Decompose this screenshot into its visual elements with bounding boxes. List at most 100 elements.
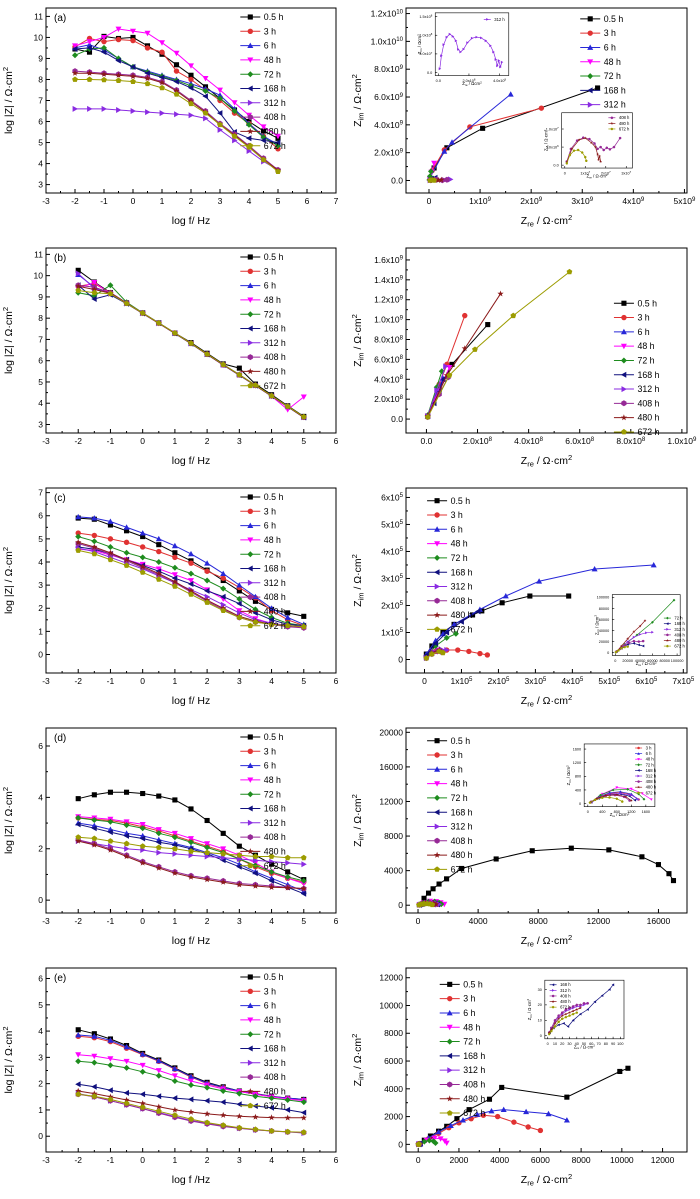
svg-text:12000: 12000: [651, 1155, 675, 1165]
panel-e-bode-plot: -3 -2 -1 0 1 2 3 4 5 6 0 1 2 3 4 5 6 log f /Hz log |Z| / Ω…: [0, 960, 350, 1199]
svg-text:1.4x109: 1.4x109: [374, 275, 404, 285]
svg-text:1x105: 1x105: [451, 676, 473, 686]
svg-text:0.5 h: 0.5 h: [264, 732, 284, 742]
svg-text:672 h: 672 h: [463, 1108, 485, 1118]
svg-text:0: 0: [38, 649, 43, 659]
svg-text:312 h: 312 h: [604, 100, 626, 110]
panel-c-bode-plot: -3 -2 -1 0 1 2 3 4 5 6 0 1 2 3 4 5 6 7 log f/ Hz log |Z| / …: [0, 480, 350, 720]
svg-text:10000: 10000: [610, 1155, 634, 1165]
svg-text:50: 50: [582, 1042, 586, 1046]
svg-text:0.5 h: 0.5 h: [451, 736, 471, 746]
svg-text:11: 11: [34, 249, 43, 259]
svg-text:6 h: 6 h: [604, 43, 616, 53]
svg-text:408 h: 408 h: [264, 352, 286, 362]
svg-text:4.0x108: 4.0x108: [514, 436, 544, 446]
svg-text:312 h: 312 h: [264, 578, 286, 588]
svg-text:312 h: 312 h: [264, 338, 286, 348]
svg-text:log |Z| / Ω·cm2: log |Z| / Ω·cm2: [1, 787, 15, 854]
svg-text:72 h: 72 h: [264, 309, 281, 319]
svg-text:2: 2: [38, 603, 43, 613]
svg-text:2000: 2000: [384, 1112, 403, 1122]
svg-text:6: 6: [38, 973, 43, 983]
svg-text:7: 7: [334, 196, 339, 206]
svg-text:480 h: 480 h: [451, 610, 473, 620]
svg-text:5.0x106: 5.0x106: [546, 144, 559, 149]
svg-text:480 h: 480 h: [637, 413, 659, 423]
svg-text:672 h: 672 h: [451, 624, 473, 634]
svg-text:672 h: 672 h: [560, 1005, 571, 1010]
svg-text:3 h: 3 h: [451, 750, 463, 760]
svg-text:1.0x108: 1.0x108: [419, 32, 432, 37]
svg-text:168 h: 168 h: [264, 324, 286, 334]
svg-text:-3: -3: [42, 676, 50, 686]
svg-text:3 h: 3 h: [264, 26, 276, 36]
svg-text:168 h: 168 h: [451, 567, 473, 577]
svg-text:8: 8: [38, 313, 43, 323]
svg-text:Zre / Ω·cm2: Zre / Ω·cm2: [574, 1044, 595, 1051]
svg-text:3 h: 3 h: [637, 313, 649, 323]
svg-text:-3: -3: [42, 196, 50, 206]
svg-text:6000: 6000: [384, 1056, 403, 1066]
svg-text:Zim / Ω·cm2: Zim / Ω·cm2: [543, 129, 550, 151]
svg-text:-3: -3: [42, 1155, 50, 1165]
svg-text:Zim / Ωcm2: Zim / Ωcm2: [417, 34, 424, 54]
svg-text:72 h: 72 h: [604, 71, 621, 81]
chart-a-bode: -3 -2 -1 0 1 2 3 4 5 6 7 3 4 5 6 7 8 9 10 11 log f/ Hz log |Z…: [1, 7, 339, 227]
svg-text:log |Z| / Ω·cm2: log |Z| / Ω·cm2: [1, 1026, 15, 1093]
svg-text:4: 4: [38, 792, 43, 802]
svg-text:5: 5: [301, 436, 306, 446]
svg-text:6 h: 6 h: [451, 524, 463, 534]
svg-text:Zre / Ω·cm2: Zre / Ω·cm2: [587, 173, 608, 180]
svg-text:(a): (a): [54, 13, 66, 24]
svg-text:90: 90: [611, 1042, 615, 1046]
svg-text:480 h: 480 h: [463, 1094, 485, 1104]
svg-text:0: 0: [140, 1155, 145, 1165]
svg-text:480 h: 480 h: [560, 999, 571, 1004]
svg-text:1: 1: [38, 1105, 43, 1115]
svg-text:72 h: 72 h: [463, 1037, 480, 1047]
svg-text:312 h: 312 h: [451, 822, 473, 832]
svg-text:312 h: 312 h: [494, 17, 505, 22]
svg-text:20000: 20000: [622, 659, 633, 663]
svg-text:0: 0: [416, 1155, 421, 1165]
svg-text:168 h: 168 h: [451, 807, 473, 817]
svg-text:408 h: 408 h: [264, 112, 286, 122]
svg-text:9: 9: [38, 292, 43, 302]
svg-text:312 h: 312 h: [264, 98, 286, 108]
svg-text:408 h: 408 h: [560, 993, 571, 998]
svg-text:408 h: 408 h: [674, 632, 685, 637]
svg-text:3 h: 3 h: [264, 266, 276, 276]
svg-text:1.0x109: 1.0x109: [667, 436, 697, 446]
svg-text:6: 6: [38, 116, 43, 126]
svg-text:672 h: 672 h: [264, 141, 286, 151]
svg-text:4: 4: [269, 916, 274, 926]
svg-text:1: 1: [173, 1155, 178, 1165]
svg-text:480 h: 480 h: [264, 126, 286, 136]
svg-text:0: 0: [140, 916, 145, 926]
svg-text:4000: 4000: [469, 916, 488, 926]
svg-text:3x109: 3x109: [571, 196, 593, 206]
svg-text:Zim / Ω·cm2: Zim / Ω·cm2: [350, 74, 365, 127]
svg-text:0: 0: [547, 1042, 549, 1046]
svg-text:5: 5: [301, 676, 306, 686]
svg-text:312 h: 312 h: [451, 582, 473, 592]
svg-text:408 h: 408 h: [264, 1072, 286, 1082]
svg-text:168 h: 168 h: [264, 804, 286, 814]
svg-text:4: 4: [38, 1026, 43, 1036]
svg-text:5x105: 5x105: [381, 519, 403, 529]
svg-text:0.0: 0.0: [436, 79, 441, 83]
svg-text:5x109: 5x109: [674, 196, 696, 206]
svg-text:4: 4: [247, 196, 252, 206]
svg-text:168 h: 168 h: [646, 768, 657, 773]
svg-text:0.0: 0.0: [391, 175, 403, 185]
svg-text:0: 0: [579, 802, 581, 806]
svg-text:-2: -2: [71, 196, 79, 206]
svg-text:6 h: 6 h: [451, 764, 463, 774]
svg-text:Zre / Ωcm2: Zre / Ωcm2: [610, 812, 630, 819]
svg-text:Zim / Ω·cm2: Zim / Ω·cm2: [350, 1034, 365, 1087]
svg-text:5x105: 5x105: [598, 676, 620, 686]
svg-text:672 h: 672 h: [264, 861, 286, 871]
svg-text:Zim / Ω·cm2: Zim / Ω·cm2: [350, 794, 365, 847]
svg-text:-1: -1: [107, 676, 115, 686]
